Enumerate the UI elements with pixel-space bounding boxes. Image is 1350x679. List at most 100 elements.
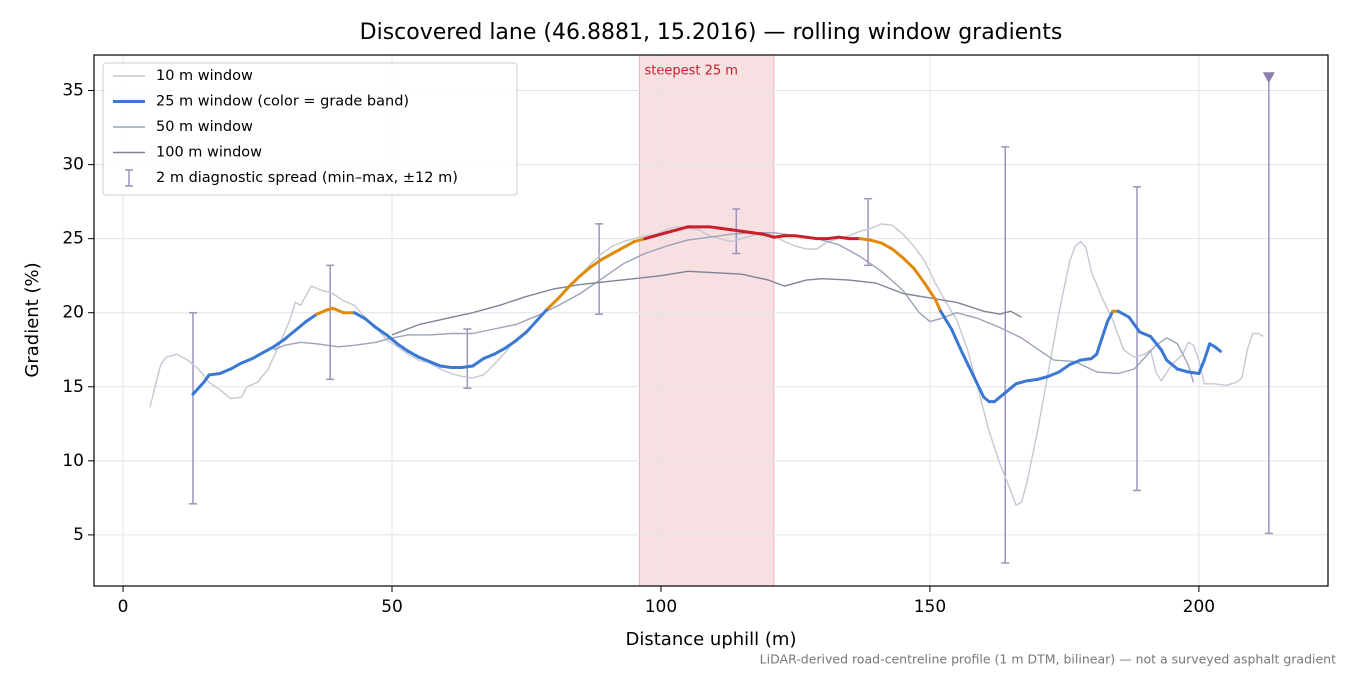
x-tick-label: 0 [118, 597, 129, 617]
x-tick-label: 200 [1183, 597, 1215, 617]
line-segment [600, 251, 615, 261]
line-segment [1068, 358, 1083, 367]
line-segment [1175, 367, 1190, 374]
line-segment [858, 237, 873, 242]
line [273, 232, 1195, 383]
line-segment [869, 238, 884, 245]
line-segment [912, 266, 927, 285]
line-segment [385, 333, 399, 346]
line-segment [191, 380, 206, 396]
line-segment [315, 308, 329, 316]
line-segment [1186, 370, 1201, 375]
line-segment [611, 246, 625, 255]
footnote: LiDAR-derived road-centreline profile (1… [760, 652, 1336, 667]
line-segment [1148, 334, 1163, 352]
line-segment [826, 235, 840, 241]
peak-marker [1262, 72, 1275, 84]
y-tick-label: 10 [62, 451, 84, 471]
line-segment [960, 351, 975, 377]
line-segment [1079, 357, 1093, 362]
line-segment [836, 235, 851, 241]
line-segment [1202, 342, 1212, 362]
y-axis-label: Gradient (%) [22, 262, 43, 377]
legend-label: 10 m window [156, 68, 253, 84]
line-segment [535, 306, 550, 322]
line-segment [675, 225, 690, 232]
line-segment [417, 355, 432, 364]
y-tick-label: 5 [73, 525, 84, 545]
line-segment [514, 330, 528, 343]
line-segment [568, 274, 582, 288]
line-segment [352, 311, 367, 321]
line-segment [546, 296, 561, 310]
legend-box [102, 62, 518, 196]
x-tick-label: 50 [381, 597, 403, 617]
line-segment [557, 284, 572, 300]
line-segment [282, 328, 297, 341]
x-axis-label: Distance uphill (m) [626, 629, 797, 650]
plot-frame [93, 54, 1329, 587]
line-segment [1116, 309, 1131, 319]
line [391, 270, 1022, 336]
line-segment [406, 349, 421, 359]
line-segment [939, 309, 953, 331]
line-segment [1036, 374, 1050, 381]
y-tick-label: 25 [62, 229, 84, 249]
y-tick-label: 20 [62, 303, 84, 323]
line-segment [1105, 309, 1115, 324]
line-segment [761, 232, 776, 239]
line-segment [1159, 348, 1169, 362]
line-segment [1057, 363, 1072, 374]
line-segment [1025, 377, 1040, 383]
line-segment [750, 231, 765, 236]
line-segment [1003, 382, 1018, 395]
line-segment [632, 237, 647, 244]
line-segment [250, 351, 265, 361]
highlight-region [638, 54, 775, 587]
line-segment [481, 352, 496, 361]
line-segment [707, 225, 722, 230]
line-segment [1046, 370, 1061, 378]
line-segment [718, 226, 733, 232]
legend-label: 100 m window [156, 145, 262, 161]
line-segment [363, 317, 378, 330]
line-segment [492, 346, 507, 356]
line-segment [772, 234, 787, 239]
line-segment [207, 371, 222, 377]
legend-label: 2 m diagnostic spread (min–max, ±12 m) [156, 170, 458, 186]
line-segment [1014, 379, 1029, 386]
line-segment [1213, 345, 1222, 353]
line-segment [229, 361, 243, 371]
chart-title: Discovered lane (46.8881, 15.2016) — rol… [360, 20, 1063, 45]
line-segment [293, 320, 308, 332]
line-segment [664, 228, 679, 235]
line-segment [1165, 358, 1179, 371]
line-segment [331, 306, 346, 315]
line-segment [202, 373, 211, 384]
line [149, 223, 1264, 506]
line-segment [740, 229, 754, 235]
line-segment [793, 234, 808, 239]
line-segment [578, 265, 593, 278]
line-segment [729, 228, 744, 233]
line-segment [428, 360, 442, 368]
line-segment [395, 342, 410, 353]
line-segment [901, 256, 916, 270]
line-segment [654, 231, 668, 238]
line-segment [1197, 358, 1206, 375]
line-segment [933, 297, 943, 313]
highlight-label: steepest 25 m [644, 64, 737, 79]
y-tick-label: 30 [62, 155, 84, 175]
line-segment [1100, 320, 1109, 340]
y-tick-label: 15 [62, 377, 84, 397]
legend-label: 25 m window (color = grade band) [156, 94, 409, 110]
line-segment [992, 391, 1007, 404]
legend-label: 50 m window [156, 119, 253, 135]
line-segment [589, 257, 604, 269]
line-segment [272, 337, 286, 349]
x-tick-label: 100 [645, 597, 677, 617]
line-segment [460, 364, 475, 370]
line-segment [218, 367, 233, 375]
line-segment [890, 247, 905, 260]
